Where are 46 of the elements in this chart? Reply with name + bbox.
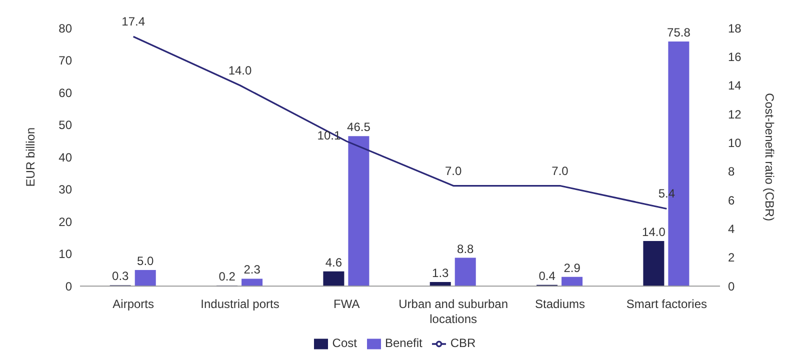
y-tick-label: 50 bbox=[58, 118, 72, 132]
data-label: 14.0 bbox=[228, 63, 252, 78]
data-label: 75.8 bbox=[667, 26, 691, 40]
x-tick-label: Smart factories bbox=[626, 297, 708, 312]
data-label: 0.4 bbox=[538, 268, 556, 283]
data-label: 4.6 bbox=[325, 255, 342, 270]
data-label: 1.3 bbox=[432, 266, 450, 280]
data-label: 46.5 bbox=[347, 120, 371, 134]
y2-tick-label: 0 bbox=[728, 279, 735, 294]
legend-label: Cost bbox=[332, 336, 357, 350]
data-label: 5.0 bbox=[137, 254, 154, 268]
y-axis-title: EUR billion bbox=[23, 127, 38, 187]
y2-tick-label: 8 bbox=[728, 164, 735, 179]
y-tick-label: 10 bbox=[58, 247, 72, 262]
y2-tick-label: 6 bbox=[728, 193, 735, 208]
y-tick-label: 0 bbox=[65, 279, 72, 294]
x-tick-label: Industrial ports bbox=[200, 297, 280, 312]
y2-tick-label: 10 bbox=[728, 136, 742, 150]
y-tick-label: 60 bbox=[58, 86, 72, 100]
y2-tick-label: 2 bbox=[728, 250, 735, 265]
y2-tick-label: 12 bbox=[728, 107, 742, 122]
data-label: 7.0 bbox=[552, 164, 569, 178]
x-tick-label: Urban and suburban locations bbox=[398, 297, 508, 326]
y2-tick-label: 18 bbox=[728, 21, 742, 36]
y-tick-label: 70 bbox=[58, 54, 72, 68]
y-tick-label: 40 bbox=[58, 150, 72, 164]
x-tick-label: FWA bbox=[334, 297, 360, 312]
data-label: 17.4 bbox=[122, 14, 146, 29]
y2-tick-label: 4 bbox=[728, 222, 735, 236]
x-tick-label: Airports bbox=[112, 297, 154, 312]
data-label: 8.8 bbox=[457, 242, 474, 256]
legend-label: Benefit bbox=[384, 336, 422, 350]
y2-tick-label: 14 bbox=[728, 78, 742, 93]
y-tick-label: 20 bbox=[58, 214, 72, 229]
x-tick-label: Stadiums bbox=[534, 297, 586, 312]
y2-axis-title: Cost-benefit ratio (CBR) bbox=[762, 93, 777, 222]
data-label: 2.9 bbox=[564, 260, 581, 275]
data-label: 2.3 bbox=[244, 262, 261, 277]
data-label: 0.3 bbox=[112, 269, 130, 284]
y-tick-label: 80 bbox=[58, 21, 72, 36]
data-label: 0.2 bbox=[218, 270, 236, 284]
y2-tick-label: 16 bbox=[728, 50, 742, 64]
legend-label: CBR bbox=[450, 336, 476, 350]
data-label: 7.0 bbox=[444, 164, 462, 178]
data-label: 14.0 bbox=[642, 224, 666, 239]
y-tick-label: 30 bbox=[58, 182, 72, 197]
